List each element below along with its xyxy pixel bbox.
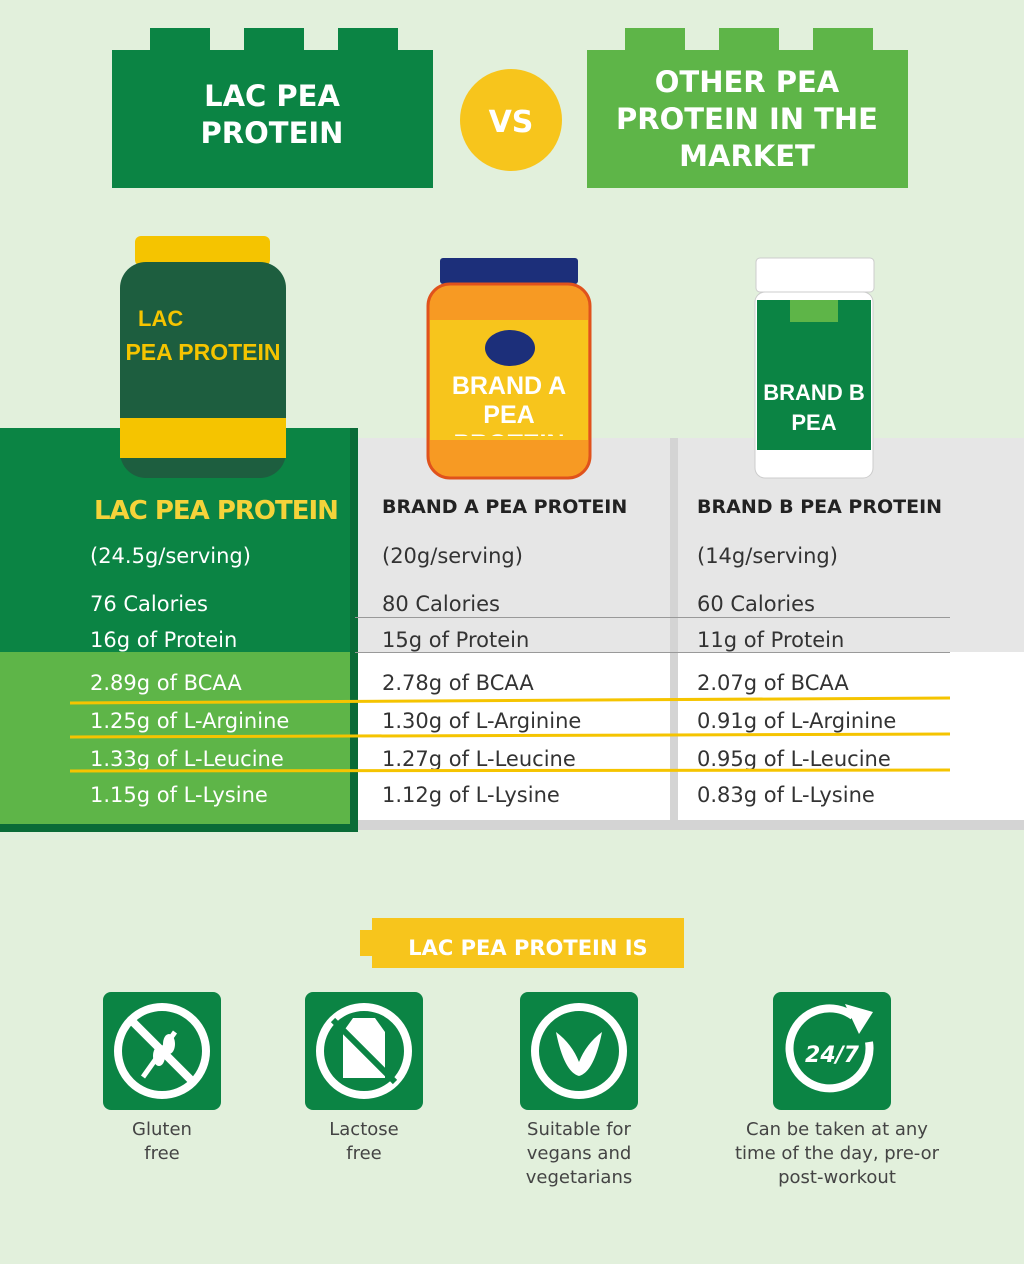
serving-size: (24.5g/serving)	[90, 544, 251, 568]
right-title: OTHER PEA PROTEIN IN THE MARKET	[615, 65, 878, 173]
feature-caption: Lactose free	[329, 1119, 399, 1164]
highlight-lines	[69, 696, 951, 773]
anytime-icon: 24/7	[773, 992, 891, 1110]
nutrient-value: 1.15g of L-Lysine	[90, 783, 268, 807]
nutrient-value: 2.07g of BCAA	[697, 671, 849, 695]
nutrient-value: 60 Calories	[697, 592, 815, 616]
gluten-free-icon	[103, 992, 221, 1110]
brand-b-jar-label: BRAND B PEA PROTEIN	[763, 380, 865, 444]
lac-jar-label: PEA PROTEIN	[125, 339, 280, 365]
header-graphics: VS	[112, 28, 908, 188]
nutrient-value: 0.95g of L-Leucine	[697, 747, 891, 771]
lac-column-shadow	[0, 824, 358, 832]
vs-circle	[460, 69, 562, 171]
lactose-free-icon	[305, 992, 423, 1110]
brand-a-jar	[426, 258, 592, 480]
nutrient-value: 1.33g of L-Leucine	[90, 747, 284, 771]
left-banner	[112, 28, 433, 188]
features-title: LAC PEA PROTEIN IS	[372, 918, 684, 968]
product-name: LAC PEA PROTEIN	[94, 496, 339, 526]
lac-column-shadow	[350, 428, 358, 830]
nutrient-value: 0.83g of L-Lysine	[697, 783, 875, 807]
nutrient-value: 1.30g of L-Arginine	[382, 709, 582, 733]
column-divider	[670, 438, 678, 830]
product-name: BRAND B PEA PROTEIN	[697, 496, 943, 518]
nutrient-value: 16g of Protein	[90, 628, 238, 652]
feature-icons: 24/7	[103, 992, 891, 1110]
nutrient-value: 80 Calories	[382, 592, 500, 616]
feature-caption: Can be taken at any time of the day, pre…	[734, 1119, 940, 1188]
row-line	[355, 652, 950, 653]
product-name: BRAND A PEA PROTEIN	[382, 496, 628, 518]
right-banner	[587, 28, 908, 188]
product-images: LAC PEA PROTEIN BRAND A PEA PROTEIN BRAN…	[120, 236, 875, 480]
banner-tab	[360, 930, 374, 956]
brand-a-jar-label: BRAND A PEA PROTEIN	[451, 372, 567, 436]
table-shadow	[358, 820, 1024, 830]
vs-text: VS	[489, 105, 534, 140]
svg-text:LAC: LAC	[138, 306, 183, 331]
nutrient-value: 11g of Protein	[697, 628, 845, 652]
brand-b-jar	[754, 257, 875, 479]
nutrient-value: 0.91g of L-Arginine	[697, 709, 897, 733]
feature-caption: Suitable for vegans and vegetarians	[525, 1119, 633, 1188]
feature-caption: Gluten free	[132, 1119, 192, 1164]
serving-size: (20g/serving)	[382, 544, 523, 568]
nutrient-value: 1.25g of L-Arginine	[90, 709, 290, 733]
lac-jar: LAC	[120, 236, 286, 478]
left-title: LAC PEA PROTEIN	[200, 79, 344, 150]
serving-size: (14g/serving)	[697, 544, 838, 568]
row-line	[355, 617, 950, 618]
nutrient-value: 15g of Protein	[382, 628, 530, 652]
icon-text: 24/7	[805, 1043, 860, 1068]
nutrient-value: 2.89g of BCAA	[90, 671, 242, 695]
nutrient-value: 76 Calories	[90, 592, 208, 616]
vegan-icon	[520, 992, 638, 1110]
nutrient-value: 1.27g of L-Leucine	[382, 747, 576, 771]
nutrient-value: 1.12g of L-Lysine	[382, 783, 560, 807]
nutrient-value: 2.78g of BCAA	[382, 671, 534, 695]
